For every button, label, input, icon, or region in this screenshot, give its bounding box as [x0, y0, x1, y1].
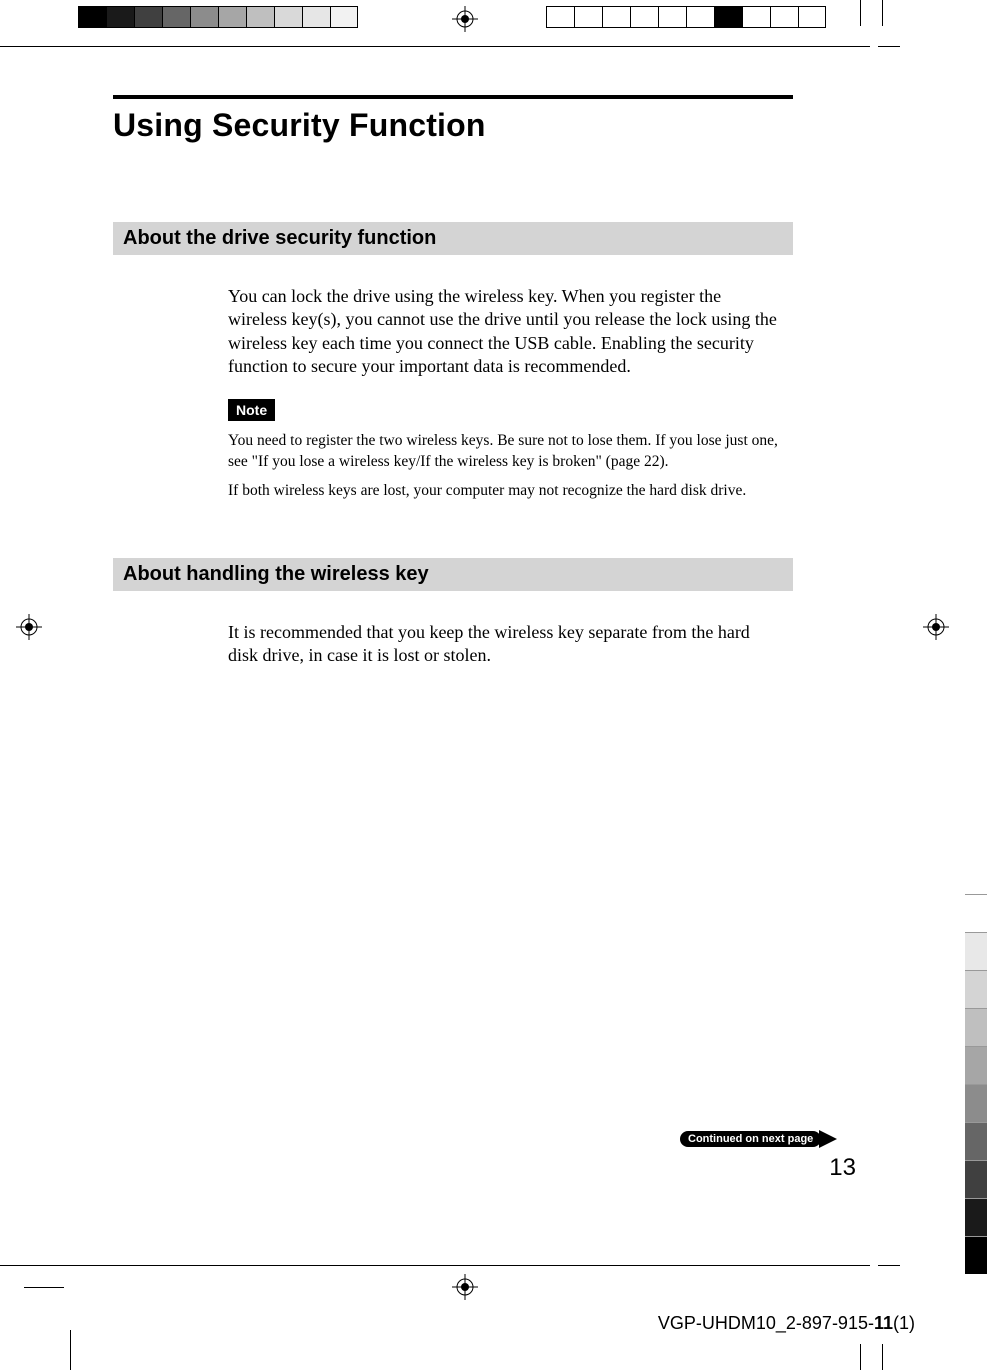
index-tab — [965, 894, 987, 932]
index-tab — [965, 1160, 987, 1198]
color-swatch — [78, 6, 106, 28]
crop-line — [878, 46, 900, 47]
page-number: 13 — [680, 1154, 856, 1182]
crop-line — [24, 1287, 64, 1288]
color-swatch — [218, 6, 246, 28]
crop-line — [0, 46, 870, 47]
body-paragraph: You can lock the drive using the wireles… — [228, 285, 780, 379]
color-swatches-left — [78, 6, 358, 28]
crop-line — [70, 1330, 71, 1370]
color-swatch — [658, 6, 686, 28]
color-swatch — [686, 6, 714, 28]
color-swatch — [302, 6, 330, 28]
color-swatch — [546, 6, 574, 28]
color-swatch — [630, 6, 658, 28]
section-body: It is recommended that you keep the wire… — [228, 621, 780, 668]
crop-line — [882, 1344, 883, 1370]
color-swatch — [602, 6, 630, 28]
index-tab — [965, 932, 987, 970]
color-swatches-right — [546, 6, 826, 28]
body-paragraph: It is recommended that you keep the wire… — [228, 621, 780, 668]
registration-mark-icon — [452, 6, 478, 32]
color-swatch — [106, 6, 134, 28]
section-heading: About handling the wireless key — [113, 558, 793, 591]
continued-label: Continued on next page — [680, 1131, 821, 1147]
crop-line — [882, 0, 883, 26]
note-paragraph: You need to register the two wireless ke… — [228, 431, 788, 473]
color-swatch — [162, 6, 190, 28]
registration-mark-icon — [16, 614, 42, 640]
arrow-right-icon — [819, 1130, 837, 1148]
color-swatch — [330, 6, 358, 28]
footer-bold: 11 — [874, 1313, 893, 1333]
color-swatch — [798, 6, 826, 28]
color-swatch — [714, 6, 742, 28]
registration-mark-icon — [923, 614, 949, 640]
page-title: Using Security Function — [113, 107, 793, 144]
section-body: You can lock the drive using the wireles… — [228, 285, 780, 502]
registration-mark-icon — [452, 1274, 478, 1300]
continued-badge: Continued on next page — [680, 1130, 880, 1148]
footer-prefix: VGP-UHDM10_2-897-915- — [658, 1313, 874, 1333]
crop-line — [0, 1265, 870, 1266]
index-tab — [965, 1046, 987, 1084]
footer-suffix: (1) — [893, 1313, 915, 1333]
color-swatch — [574, 6, 602, 28]
index-tab — [965, 1122, 987, 1160]
index-tabs — [965, 894, 987, 1274]
index-tab — [965, 1198, 987, 1236]
index-tab — [965, 1008, 987, 1046]
index-tab — [965, 1084, 987, 1122]
crop-line — [860, 0, 861, 26]
crop-line — [860, 1344, 861, 1370]
title-rule — [113, 95, 793, 99]
document-id: VGP-UHDM10_2-897-915-11(1) — [658, 1313, 915, 1334]
color-swatch — [134, 6, 162, 28]
crop-line — [878, 1265, 900, 1266]
printer-marks-top — [0, 0, 987, 60]
color-swatch — [246, 6, 274, 28]
color-swatch — [770, 6, 798, 28]
color-swatch — [742, 6, 770, 28]
color-swatch — [274, 6, 302, 28]
page-footer-area: Continued on next page 13 — [680, 1130, 880, 1182]
index-tab — [965, 970, 987, 1008]
note-label: Note — [228, 399, 275, 421]
printer-marks-bottom: VGP-UHDM10_2-897-915-11(1) — [0, 1250, 987, 1370]
note-paragraph: If both wireless keys are lost, your com… — [228, 481, 788, 502]
page-content: Using Security Function About the drive … — [113, 95, 793, 668]
color-swatch — [190, 6, 218, 28]
section-heading: About the drive security function — [113, 222, 793, 255]
